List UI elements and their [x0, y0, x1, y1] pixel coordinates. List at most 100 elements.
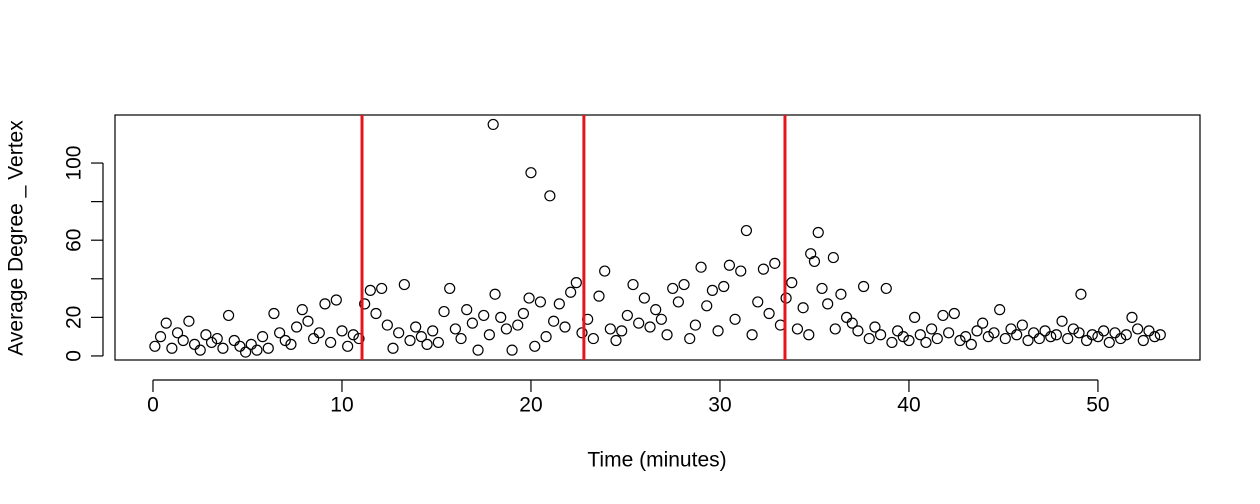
point [689, 319, 701, 331]
point [404, 334, 416, 347]
x-tick-label: 20 [519, 394, 542, 417]
point [1067, 323, 1079, 335]
point [982, 331, 994, 343]
x-tick-label: 50 [1086, 394, 1109, 417]
point [803, 329, 815, 341]
point [920, 336, 932, 349]
point [633, 317, 645, 329]
y-tick-label: 60 [63, 229, 86, 252]
point [1045, 331, 1057, 343]
point [217, 342, 229, 354]
point [599, 265, 611, 277]
point [160, 317, 172, 329]
point [1028, 327, 1040, 339]
point [376, 282, 388, 295]
point [672, 296, 684, 308]
point [1011, 329, 1023, 341]
point [752, 296, 764, 308]
point [200, 329, 212, 341]
point [695, 261, 707, 273]
point [302, 315, 314, 327]
point [461, 304, 473, 316]
point [822, 298, 834, 310]
point [483, 329, 495, 341]
point [449, 323, 461, 335]
point [154, 331, 167, 343]
point [954, 334, 966, 347]
point [644, 321, 656, 333]
point [627, 278, 639, 291]
point [880, 282, 892, 295]
point [994, 304, 1006, 316]
point [1115, 332, 1127, 345]
point [816, 282, 828, 295]
point [740, 224, 753, 237]
point [1098, 325, 1110, 337]
point [886, 336, 898, 349]
point [222, 309, 235, 322]
point [1073, 327, 1085, 339]
point [1075, 288, 1087, 300]
point [268, 307, 280, 320]
point [489, 288, 501, 300]
point [846, 317, 858, 329]
point [1154, 329, 1166, 341]
point [455, 332, 467, 345]
point [325, 336, 337, 349]
point [381, 319, 393, 331]
point [593, 290, 605, 302]
point [999, 332, 1011, 345]
point [655, 313, 667, 325]
point [512, 319, 524, 331]
point [840, 311, 853, 323]
point [735, 265, 747, 277]
point [523, 292, 535, 304]
point [565, 286, 577, 298]
point [650, 304, 662, 316]
point [553, 298, 565, 310]
point [478, 309, 490, 322]
point [960, 331, 972, 343]
point [570, 277, 582, 289]
point [977, 317, 989, 329]
point [926, 323, 938, 335]
point [1103, 336, 1115, 349]
point [1016, 319, 1028, 331]
x-tick-label: 0 [147, 394, 159, 417]
point [808, 255, 821, 268]
point [621, 309, 633, 322]
y-tick-label: 100 [63, 146, 86, 181]
point [415, 331, 427, 343]
point [257, 331, 269, 343]
point [1149, 331, 1161, 343]
point [684, 332, 696, 345]
point [1120, 329, 1132, 341]
point [769, 257, 781, 269]
point [540, 331, 552, 343]
point [1126, 311, 1138, 323]
point [353, 332, 365, 345]
point [166, 342, 178, 354]
point [517, 307, 530, 320]
point [432, 336, 444, 349]
point [604, 323, 616, 335]
point [701, 300, 713, 312]
point [308, 332, 320, 345]
point [616, 325, 628, 337]
point [1137, 334, 1149, 347]
point [1005, 323, 1017, 335]
point [487, 118, 499, 131]
point [971, 325, 983, 337]
point [835, 288, 847, 300]
point [370, 307, 382, 320]
point [529, 340, 541, 352]
point [1022, 334, 1034, 347]
point [988, 327, 1000, 339]
y-tick-label: 0 [63, 350, 86, 362]
point [296, 304, 308, 316]
point [234, 340, 246, 352]
point [319, 298, 331, 310]
point [495, 311, 507, 323]
point [472, 344, 484, 356]
